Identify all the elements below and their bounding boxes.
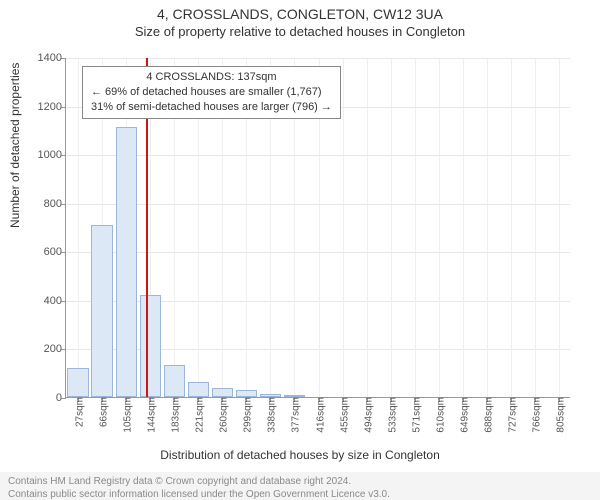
ytick-label: 1000 [24, 149, 66, 161]
chart-subtitle: Size of property relative to detached ho… [0, 24, 600, 39]
footer-line-2: Contains public sector information licen… [8, 489, 592, 500]
vgrid [487, 58, 488, 397]
xtick-label: 455sqm [335, 397, 350, 433]
xtick-label: 27sqm [71, 397, 86, 427]
histogram-bar [116, 127, 137, 397]
info-box: 4 CROSSLANDS: 137sqm← 69% of detached ho… [82, 66, 341, 119]
vgrid [439, 58, 440, 397]
vgrid [511, 58, 512, 397]
page-title: 4, CROSSLANDS, CONGLETON, CW12 3UA [0, 6, 600, 22]
ytick-label: 0 [24, 392, 66, 404]
xtick-label: 805sqm [551, 397, 566, 433]
histogram-bar [212, 388, 233, 397]
xtick-label: 260sqm [215, 397, 230, 433]
xtick-label: 144sqm [143, 397, 158, 433]
xtick-label: 416sqm [311, 397, 326, 433]
ytick-label: 400 [24, 295, 66, 307]
xtick-label: 66sqm [95, 397, 110, 427]
vgrid [391, 58, 392, 397]
vgrid [535, 58, 536, 397]
ytick-label: 800 [24, 198, 66, 210]
attribution-footer: Contains HM Land Registry data © Crown c… [0, 472, 600, 500]
info-box-line: 4 CROSSLANDS: 137sqm [91, 70, 332, 85]
histogram-bar [188, 382, 209, 397]
plot-area: 020040060080010001200140027sqm66sqm105sq… [65, 58, 570, 398]
ytick-label: 1400 [24, 52, 66, 64]
xtick-label: 105sqm [119, 397, 134, 433]
info-box-line: 31% of semi-detached houses are larger (… [91, 100, 332, 115]
vgrid [78, 58, 79, 397]
ytick-label: 600 [24, 246, 66, 258]
xtick-label: 610sqm [431, 397, 446, 433]
vgrid [343, 58, 344, 397]
vgrid [415, 58, 416, 397]
histogram-bar [67, 368, 88, 397]
xtick-label: 727sqm [503, 397, 518, 433]
histogram-bar [91, 225, 112, 397]
ytick-label: 200 [24, 343, 66, 355]
footer-line-1: Contains HM Land Registry data © Crown c… [8, 476, 592, 489]
xtick-label: 338sqm [263, 397, 278, 433]
xtick-label: 571sqm [407, 397, 422, 433]
xtick-label: 377sqm [287, 397, 302, 433]
vgrid [559, 58, 560, 397]
y-axis-label: Number of detached properties [8, 63, 22, 228]
histogram-bar [164, 365, 185, 397]
xtick-label: 299sqm [239, 397, 254, 433]
x-axis-label: Distribution of detached houses by size … [0, 448, 600, 462]
xtick-label: 533sqm [383, 397, 398, 433]
info-box-line: ← 69% of detached houses are smaller (1,… [91, 85, 332, 100]
ytick-label: 1200 [24, 101, 66, 113]
xtick-label: 649sqm [455, 397, 470, 433]
xtick-label: 766sqm [527, 397, 542, 433]
plot-inner: 020040060080010001200140027sqm66sqm105sq… [65, 58, 570, 398]
xtick-label: 221sqm [191, 397, 206, 433]
xtick-label: 183sqm [167, 397, 182, 433]
xtick-label: 494sqm [359, 397, 374, 433]
vgrid [463, 58, 464, 397]
histogram-bar [140, 295, 161, 397]
xtick-label: 688sqm [479, 397, 494, 433]
vgrid [367, 58, 368, 397]
chart-container: 4, CROSSLANDS, CONGLETON, CW12 3UA Size … [0, 6, 600, 500]
